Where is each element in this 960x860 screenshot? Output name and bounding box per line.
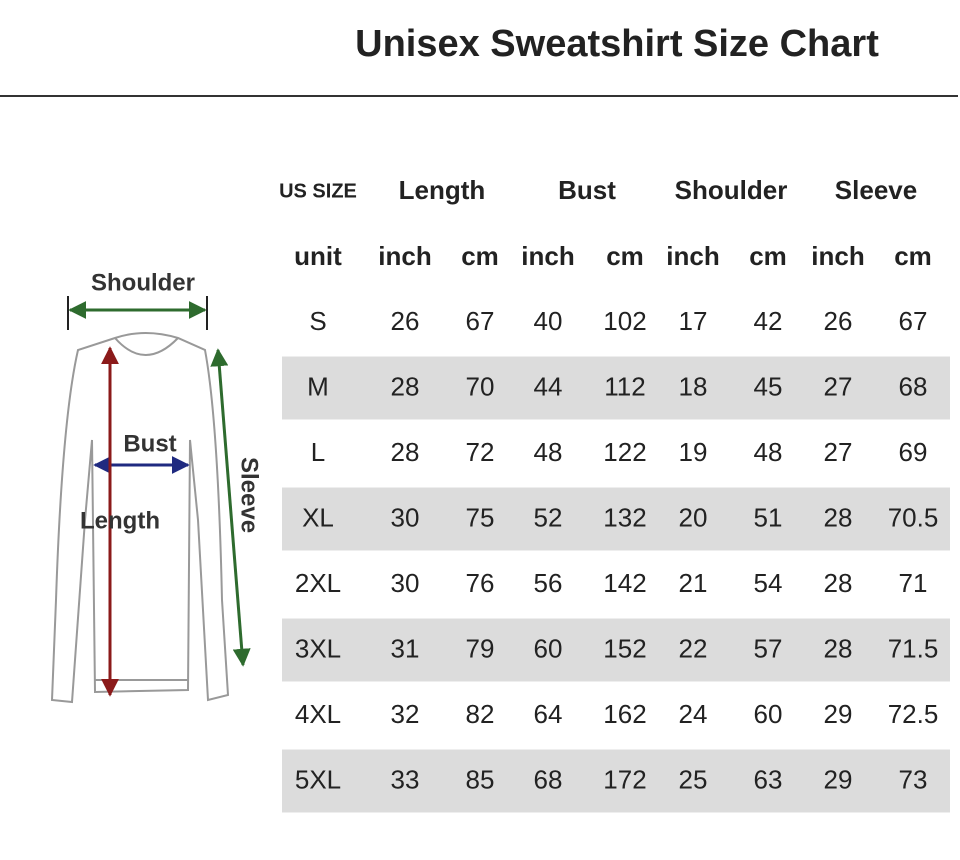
table-cell: 142 bbox=[603, 568, 646, 598]
table-cell: 42 bbox=[754, 306, 783, 336]
diagram-label: Shoulder bbox=[91, 269, 195, 296]
table-cell: 22 bbox=[679, 633, 708, 663]
table-cell: 40 bbox=[534, 306, 563, 336]
column-header: Bust bbox=[558, 175, 616, 205]
table-cell: 25 bbox=[679, 764, 708, 794]
table-cell: 68 bbox=[534, 764, 563, 794]
table-cell: 132 bbox=[603, 502, 646, 532]
row-bands bbox=[282, 356, 950, 813]
table-cell: 70 bbox=[466, 371, 495, 401]
table-cell: M bbox=[307, 371, 329, 401]
diagram-label: Sleeve bbox=[236, 457, 263, 533]
table-cell: 27 bbox=[824, 437, 853, 467]
table-cell: 102 bbox=[603, 306, 646, 336]
table-cell: 79 bbox=[466, 633, 495, 663]
table-cell: 26 bbox=[391, 306, 420, 336]
unit-header: cm bbox=[894, 241, 932, 271]
unit-header: inch bbox=[811, 241, 864, 271]
table-cell: 162 bbox=[603, 699, 646, 729]
table-cell: 152 bbox=[603, 633, 646, 663]
table-cell: 28 bbox=[391, 437, 420, 467]
table-cell: 51 bbox=[754, 502, 783, 532]
table-cell: 28 bbox=[391, 371, 420, 401]
table-cell: 60 bbox=[754, 699, 783, 729]
table-cell: 69 bbox=[899, 437, 928, 467]
unit-header: cm bbox=[749, 241, 787, 271]
table-cell: 172 bbox=[603, 764, 646, 794]
table-cell: 19 bbox=[679, 437, 708, 467]
table-cell: 29 bbox=[824, 764, 853, 794]
table-cell: 5XL bbox=[295, 764, 341, 794]
table-cell: 30 bbox=[391, 568, 420, 598]
unit-header: cm bbox=[606, 241, 644, 271]
table-cell: 30 bbox=[391, 502, 420, 532]
table-cell: 122 bbox=[603, 437, 646, 467]
diagram-label: Bust bbox=[123, 430, 176, 457]
table-cell: 24 bbox=[679, 699, 708, 729]
table-cell: 4XL bbox=[295, 699, 341, 729]
table-cell: 60 bbox=[534, 633, 563, 663]
table-cell: 56 bbox=[534, 568, 563, 598]
table-cell: XL bbox=[302, 502, 334, 532]
table-cell: 72 bbox=[466, 437, 495, 467]
diagram-label: Length bbox=[80, 507, 160, 534]
table-cell: 48 bbox=[754, 437, 783, 467]
table-cell: 21 bbox=[679, 568, 708, 598]
table-cell: 3XL bbox=[295, 633, 341, 663]
table-cell: 28 bbox=[824, 568, 853, 598]
table-cell: 52 bbox=[534, 502, 563, 532]
table-cell: 28 bbox=[824, 502, 853, 532]
table-cell: 63 bbox=[754, 764, 783, 794]
table-cell: 71.5 bbox=[888, 633, 939, 663]
unit-header: inch bbox=[378, 241, 431, 271]
table-cell: 54 bbox=[754, 568, 783, 598]
table-cell: 72.5 bbox=[888, 699, 939, 729]
table-cell: 70.5 bbox=[888, 502, 939, 532]
table-cell: 20 bbox=[679, 502, 708, 532]
table-cell: 2XL bbox=[295, 568, 341, 598]
column-header: Length bbox=[399, 175, 486, 205]
table-cell: S bbox=[309, 306, 326, 336]
table-cell: 33 bbox=[391, 764, 420, 794]
table-cell: 44 bbox=[534, 371, 563, 401]
table-cell: 64 bbox=[534, 699, 563, 729]
unit-header: unit bbox=[294, 241, 342, 271]
column-header: US SIZE bbox=[279, 180, 357, 202]
table-cell: 45 bbox=[754, 371, 783, 401]
row-band bbox=[282, 356, 950, 420]
table-cell: 48 bbox=[534, 437, 563, 467]
table-cell: 31 bbox=[391, 633, 420, 663]
title: Unisex Sweatshirt Size Chart bbox=[355, 23, 879, 65]
table-cell: 67 bbox=[899, 306, 928, 336]
table-cell: 18 bbox=[679, 371, 708, 401]
table-cell: 112 bbox=[604, 371, 645, 401]
table-cell: 76 bbox=[466, 568, 495, 598]
row-band bbox=[282, 618, 950, 682]
table-cell: 57 bbox=[754, 633, 783, 663]
table-cell: 29 bbox=[824, 699, 853, 729]
table-cell: 27 bbox=[824, 371, 853, 401]
table-cell: 85 bbox=[466, 764, 495, 794]
table-cell: 68 bbox=[899, 371, 928, 401]
row-band bbox=[282, 487, 950, 551]
column-header: Sleeve bbox=[835, 175, 917, 205]
table-cell: 67 bbox=[466, 306, 495, 336]
table-cell: 82 bbox=[466, 699, 495, 729]
table-cell: L bbox=[311, 437, 325, 467]
table-cell: 28 bbox=[824, 633, 853, 663]
table-cell: 73 bbox=[899, 764, 928, 794]
table-cell: 17 bbox=[679, 306, 708, 336]
sleeve-arrow bbox=[210, 348, 251, 667]
table-cell: 71 bbox=[899, 568, 928, 598]
table-cell: 32 bbox=[391, 699, 420, 729]
table-cell: 75 bbox=[466, 502, 495, 532]
table-cell: 26 bbox=[824, 306, 853, 336]
column-header: Shoulder bbox=[675, 175, 788, 205]
unit-header: cm bbox=[461, 241, 499, 271]
unit-header: inch bbox=[666, 241, 719, 271]
row-band bbox=[282, 749, 950, 813]
unit-header: inch bbox=[521, 241, 574, 271]
